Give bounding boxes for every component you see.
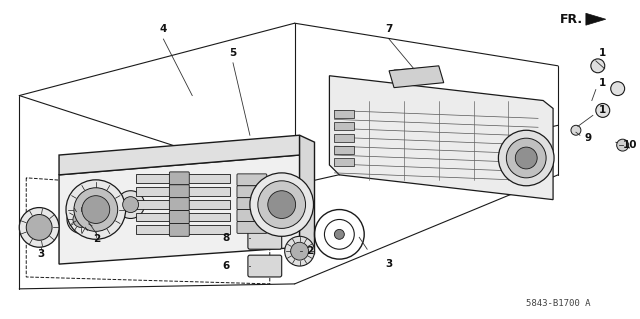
FancyBboxPatch shape <box>237 221 267 234</box>
Polygon shape <box>59 155 300 264</box>
FancyBboxPatch shape <box>334 134 355 142</box>
Text: 1: 1 <box>599 48 606 58</box>
FancyBboxPatch shape <box>248 255 282 277</box>
Circle shape <box>258 181 305 228</box>
Circle shape <box>334 229 344 239</box>
Circle shape <box>74 188 118 231</box>
Circle shape <box>82 196 109 223</box>
FancyBboxPatch shape <box>136 200 230 209</box>
Circle shape <box>250 173 314 236</box>
Polygon shape <box>300 135 314 254</box>
Circle shape <box>73 211 89 227</box>
Text: 3: 3 <box>385 259 393 269</box>
Circle shape <box>291 242 308 260</box>
FancyBboxPatch shape <box>237 210 267 221</box>
Polygon shape <box>389 66 444 88</box>
FancyBboxPatch shape <box>248 227 282 249</box>
Text: 9: 9 <box>584 133 591 143</box>
Text: 1: 1 <box>599 106 606 115</box>
FancyBboxPatch shape <box>334 158 355 166</box>
FancyBboxPatch shape <box>170 185 189 198</box>
Circle shape <box>67 205 95 234</box>
Circle shape <box>499 130 554 186</box>
FancyBboxPatch shape <box>237 186 267 198</box>
FancyBboxPatch shape <box>136 212 230 221</box>
Circle shape <box>591 59 605 73</box>
Circle shape <box>66 180 125 239</box>
Text: FR.: FR. <box>560 13 583 26</box>
Text: 2: 2 <box>306 246 313 256</box>
Polygon shape <box>586 13 605 25</box>
FancyBboxPatch shape <box>334 122 355 130</box>
Circle shape <box>596 103 610 117</box>
Circle shape <box>116 191 145 219</box>
Text: 7: 7 <box>385 24 393 34</box>
FancyBboxPatch shape <box>237 198 267 210</box>
Circle shape <box>285 236 314 266</box>
FancyBboxPatch shape <box>170 223 189 236</box>
Circle shape <box>611 82 625 96</box>
Polygon shape <box>59 135 300 175</box>
Circle shape <box>19 208 59 247</box>
FancyBboxPatch shape <box>334 110 355 118</box>
Circle shape <box>506 138 546 178</box>
Circle shape <box>571 125 581 135</box>
Circle shape <box>123 197 139 212</box>
Text: 4: 4 <box>160 24 167 34</box>
Text: 8: 8 <box>223 233 230 243</box>
Polygon shape <box>330 76 553 200</box>
Text: 2: 2 <box>93 234 100 244</box>
FancyBboxPatch shape <box>237 174 267 186</box>
FancyBboxPatch shape <box>136 187 230 196</box>
Circle shape <box>268 191 296 219</box>
FancyBboxPatch shape <box>136 226 230 234</box>
Text: 3: 3 <box>38 249 45 259</box>
Text: 6: 6 <box>223 261 230 271</box>
Circle shape <box>26 214 52 240</box>
Circle shape <box>617 139 628 151</box>
Text: 5: 5 <box>229 48 237 58</box>
FancyBboxPatch shape <box>334 146 355 154</box>
Text: 5843-B1700 A: 5843-B1700 A <box>526 299 590 308</box>
FancyBboxPatch shape <box>136 174 230 183</box>
FancyBboxPatch shape <box>170 211 189 223</box>
FancyBboxPatch shape <box>170 198 189 211</box>
FancyBboxPatch shape <box>170 172 189 185</box>
Circle shape <box>515 147 537 169</box>
Text: 1: 1 <box>599 78 606 88</box>
Text: 10: 10 <box>622 140 637 150</box>
